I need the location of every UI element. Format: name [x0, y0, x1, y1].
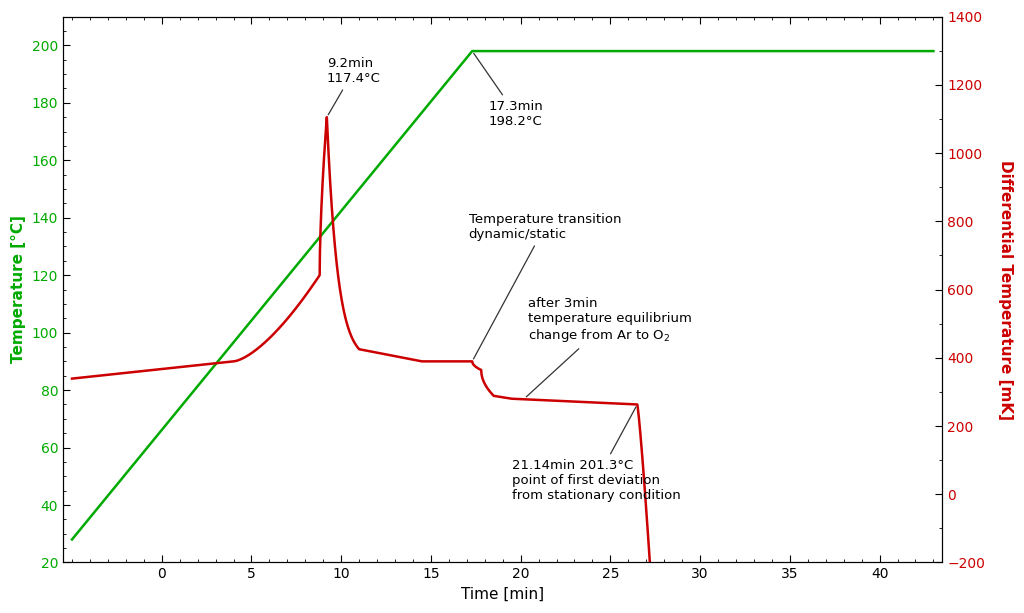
Text: Temperature transition
dynamic/static: Temperature transition dynamic/static: [469, 213, 622, 359]
Text: after 3min
temperature equilibrium
change from Ar to O$_2$: after 3min temperature equilibrium chang…: [526, 297, 691, 397]
Y-axis label: Differential Temperature [mK]: Differential Temperature [mK]: [998, 159, 1013, 419]
Text: 17.3min
198.2°C: 17.3min 198.2°C: [474, 53, 543, 128]
Text: 21.14min 201.3°C
point of first deviation
from stationary condition: 21.14min 201.3°C point of first deviatio…: [512, 407, 680, 502]
Text: 9.2min
117.4°C: 9.2min 117.4°C: [327, 57, 381, 115]
Y-axis label: Temperature [°C]: Temperature [°C]: [11, 216, 26, 364]
X-axis label: Time [min]: Time [min]: [461, 587, 545, 602]
